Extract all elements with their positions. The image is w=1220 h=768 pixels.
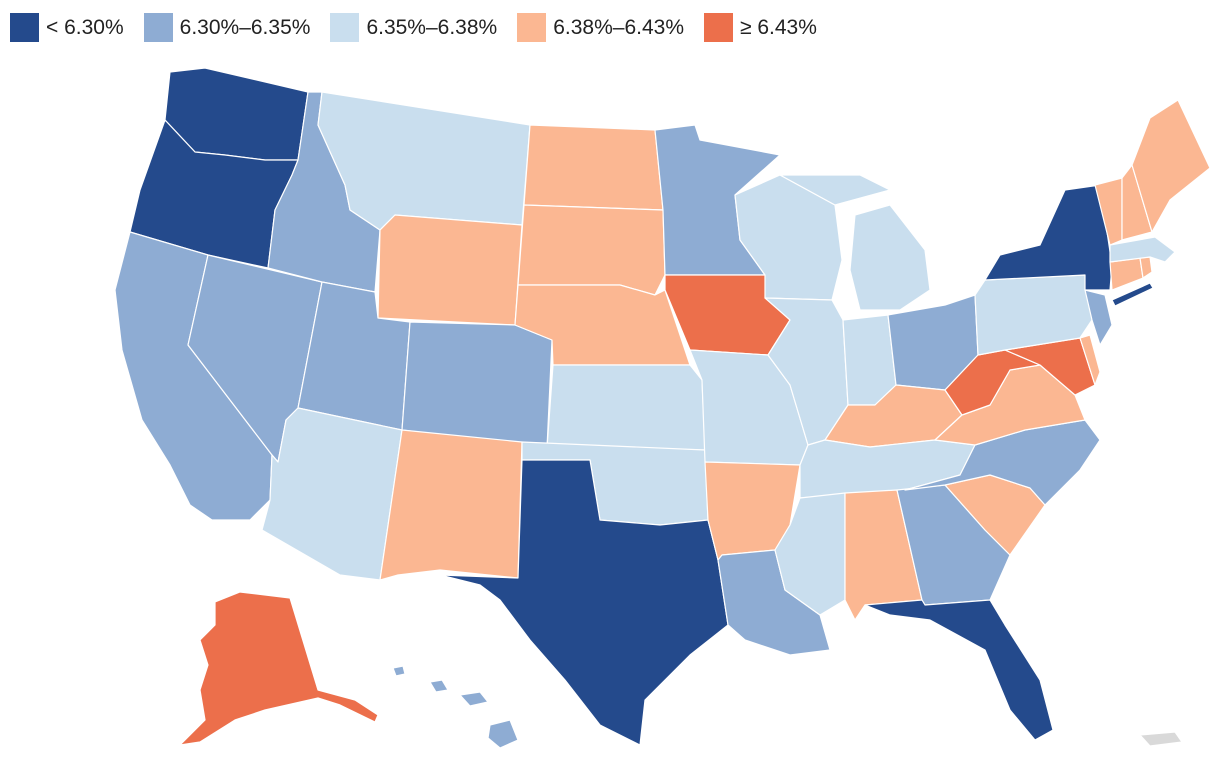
state-KS[interactable] — [546, 364, 706, 451]
legend-label-bin-5: ≥ 6.43% — [740, 15, 817, 39]
state-HI[interactable] — [392, 665, 519, 749]
state-AZ[interactable] — [261, 407, 403, 581]
state-ME[interactable] — [1131, 99, 1211, 233]
state-IN[interactable] — [842, 314, 897, 406]
legend-label-bin-1: < 6.30% — [46, 15, 124, 39]
state-ND[interactable] — [523, 124, 664, 211]
legend-item-bin-5: ≥ 6.43% — [704, 13, 817, 42]
territory-PR — [1139, 731, 1183, 747]
legend-swatch-bin-4 — [517, 13, 547, 42]
legend-label-bin-3: 6.35%–6.38% — [366, 15, 498, 39]
map-legend: < 6.30% 6.30%–6.35% 6.35%–6.38% 6.38%–6.… — [10, 13, 837, 42]
legend-item-bin-4: 6.38%–6.43% — [517, 13, 684, 42]
state-AK[interactable] — [179, 591, 379, 746]
state-MI[interactable] — [779, 174, 931, 311]
state-DE[interactable] — [1079, 334, 1101, 386]
legend-item-bin-2: 6.30%–6.35% — [143, 13, 311, 42]
state-CO[interactable] — [401, 321, 553, 449]
state-MT[interactable] — [317, 91, 531, 231]
legend-item-bin-1: < 6.30% — [10, 13, 124, 42]
state-LA[interactable] — [717, 549, 831, 656]
legend-label-bin-4: 6.38%–6.43% — [553, 15, 684, 39]
state-NM[interactable] — [379, 429, 523, 581]
state-CT[interactable] — [1109, 257, 1144, 291]
legend-label-bin-2: 6.30%–6.35% — [179, 15, 311, 39]
state-WY[interactable] — [377, 214, 523, 326]
state-SD[interactable] — [517, 204, 666, 296]
legend-swatch-bin-2 — [143, 13, 173, 42]
state-FL[interactable] — [864, 599, 1054, 741]
state-TX[interactable] — [439, 459, 729, 746]
state-MA[interactable] — [1109, 236, 1176, 263]
state-NJ[interactable] — [1084, 289, 1113, 346]
legend-swatch-bin-3 — [330, 13, 360, 42]
legend-swatch-bin-1 — [10, 13, 39, 42]
legend-item-bin-3: 6.35%–6.38% — [330, 13, 497, 42]
legend-swatch-bin-5 — [704, 13, 733, 42]
